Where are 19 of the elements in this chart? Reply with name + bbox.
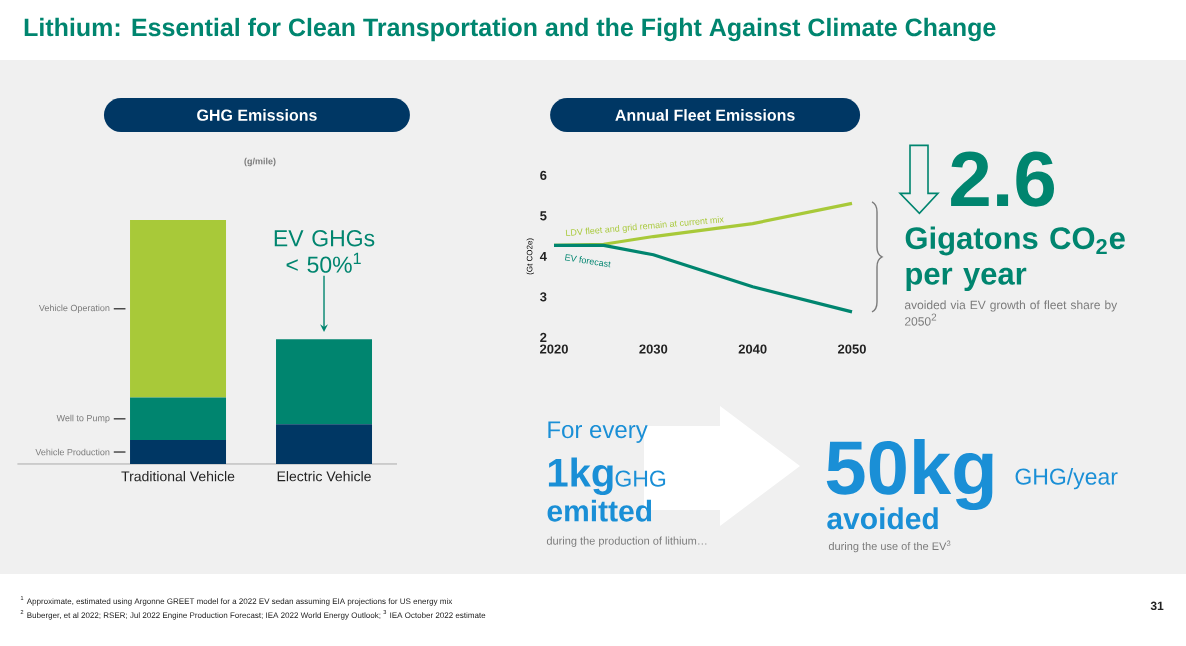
line-series [552,243,854,314]
annotation: EV GHGs < 50%$^{1}$ [274,230,375,273]
text: For every [548,421,648,443]
text: Gigatons CO$_{2}$e per year [905,226,1125,291]
text: avoided [827,507,938,530]
text: 50kg [826,438,993,511]
text: 1kg [548,457,613,496]
bar [130,397,227,441]
text: emitted [547,499,652,522]
text: 2.6 [951,151,1055,207]
text: GHG/year [1015,467,1118,490]
bar [276,339,373,425]
bar [276,424,373,464]
chart-title: GHG Emissions [197,109,317,121]
bar [130,440,227,464]
text: GHG [615,470,666,487]
bar [130,219,227,398]
chart-title: Annual Fleet Emissions [615,109,795,121]
text: Lithium: Essential for Clean Transportation and the Fight Against Climate Change [24,17,996,42]
